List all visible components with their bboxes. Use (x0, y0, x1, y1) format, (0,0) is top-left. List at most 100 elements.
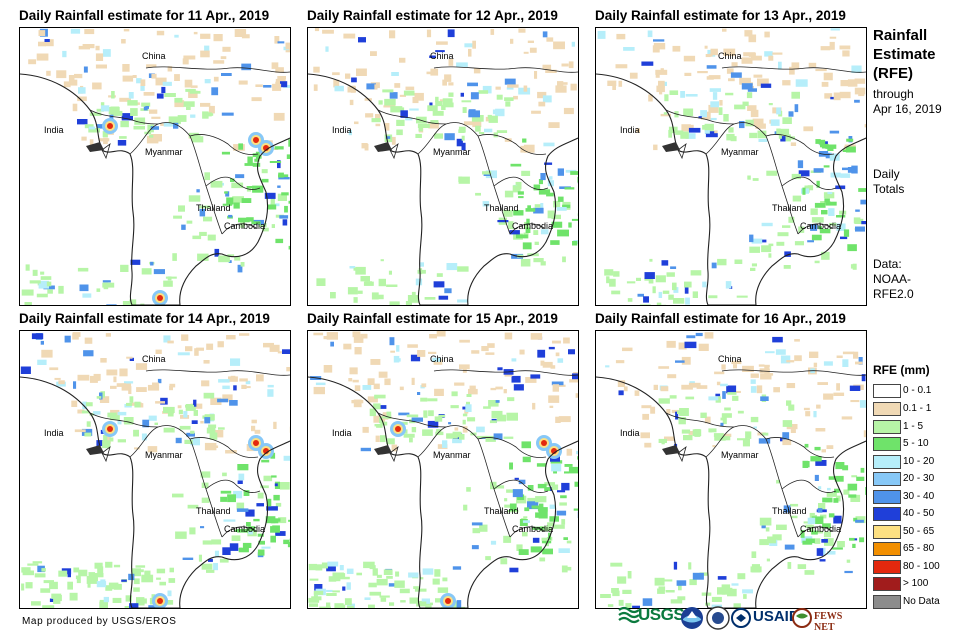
title-line-1: Rainfall (873, 27, 928, 44)
panel-title: Daily Rainfall estimate for 13 Apr., 201… (595, 8, 846, 23)
legend-item: 0.1 - 1 (873, 402, 965, 417)
legend-swatch (873, 542, 901, 556)
data-line-1: Data: (873, 257, 902, 271)
legend-swatch (873, 507, 901, 521)
data-line-3: RFE2.0 (873, 287, 914, 301)
panel-apr-15: Daily Rainfall estimate for 15 Apr., 201… (307, 309, 597, 609)
noaa-seal-icon (681, 607, 703, 629)
rainfall-map: China India Myanmar Thailand Cambodia (19, 27, 291, 306)
map-label-myanmar: Myanmar (145, 147, 183, 157)
legend-label: 0.1 - 1 (903, 403, 932, 414)
map-label-thailand: Thailand (484, 203, 519, 213)
map-label-cambodia: Cambodia (512, 524, 554, 534)
through-label: through (873, 87, 914, 101)
legend-swatch (873, 402, 901, 416)
legend-label: 10 - 20 (903, 456, 935, 467)
legend-item: 1 - 5 (873, 420, 965, 435)
map-label-cambodia: Cambodia (224, 221, 266, 231)
usgs-wordmark: USGS (638, 605, 685, 624)
legend-label: 65 - 80 (903, 543, 935, 554)
sidebar-title: Rainfall Estimate (RFE) (873, 26, 963, 83)
title-line-2: Estimate (873, 46, 936, 63)
map-label-myanmar: Myanmar (433, 147, 471, 157)
map-label-china: China (430, 51, 454, 61)
rainfall-map: China India Myanmar Thailand Cambodia (307, 330, 579, 609)
legend-item: 5 - 10 (873, 437, 965, 452)
map-label-india: India (332, 428, 352, 438)
usaid-wordmark: USAID (753, 608, 800, 625)
map-label-thailand: Thailand (196, 203, 231, 213)
legend-item: No Data (873, 595, 965, 610)
legend-swatch (873, 437, 901, 451)
panel-apr-13: Daily Rainfall estimate for 13 Apr., 201… (595, 6, 885, 306)
panel-apr-12: Daily Rainfall estimate for 12 Apr., 201… (307, 6, 597, 306)
legend-swatch (873, 490, 901, 504)
map-label-thailand: Thailand (484, 506, 519, 516)
legend-item: 80 - 100 (873, 560, 965, 575)
map-canvas (596, 28, 866, 305)
panel-title: Daily Rainfall estimate for 16 Apr., 201… (595, 311, 846, 326)
map-label-cambodia: Cambodia (224, 524, 266, 534)
map-label-india: India (44, 125, 64, 135)
totals-line-2: Totals (873, 182, 905, 196)
legend-title: RFE (mm) (873, 363, 930, 377)
title-line-3: (RFE) (873, 65, 913, 82)
map-label-china: China (430, 354, 454, 364)
legend-item: 65 - 80 (873, 542, 965, 557)
legend-item: 50 - 65 (873, 525, 965, 540)
legend-label: 5 - 10 (903, 438, 929, 449)
legend-swatch (873, 384, 901, 398)
legend-item: 10 - 20 (873, 455, 965, 470)
legend-item: > 100 (873, 577, 965, 592)
usgs-logo: USGS (618, 604, 685, 634)
map-label-india: India (44, 428, 64, 438)
usgs-mark-icon (618, 606, 640, 624)
totals-line-1: Daily (873, 167, 900, 181)
map-label-cambodia: Cambodia (512, 221, 554, 231)
map-canvas (308, 28, 578, 305)
fewsnet-logo: FEWS NET (792, 604, 862, 634)
map-label-china: China (142, 51, 166, 61)
footer-credit: Map produced by USGS/EROS (22, 616, 177, 627)
map-label-india: India (620, 428, 640, 438)
map-label-cambodia: Cambodia (800, 524, 842, 534)
legend-item: 20 - 30 (873, 472, 965, 487)
legend-swatch (873, 560, 901, 574)
map-label-india: India (620, 125, 640, 135)
legend-swatch (873, 577, 901, 591)
legend-label: 50 - 65 (903, 526, 935, 537)
legend-item: 40 - 50 (873, 507, 965, 522)
map-canvas (308, 331, 578, 608)
rainfall-map: China India Myanmar Thailand Cambodia (595, 27, 867, 306)
map-label-china: China (142, 354, 166, 364)
panel-title: Daily Rainfall estimate for 15 Apr., 201… (307, 311, 558, 326)
legend-swatch (873, 472, 901, 486)
rainfall-map: China India Myanmar Thailand Cambodia (19, 330, 291, 609)
map-label-myanmar: Myanmar (145, 450, 183, 460)
panel-title: Daily Rainfall estimate for 11 Apr., 201… (19, 8, 270, 23)
fewsnet-globe-icon (792, 608, 812, 628)
usaid-seal-icon (731, 608, 751, 628)
map-label-india: India (332, 125, 352, 135)
through-value: Apr 16, 2019 (873, 102, 942, 116)
map-label-thailand: Thailand (772, 203, 807, 213)
map-label-china: China (718, 51, 742, 61)
noaa-logo (680, 604, 704, 634)
legend-label: 0 - 0.1 (903, 385, 932, 396)
rainfall-map: China India Myanmar Thailand Cambodia (307, 27, 579, 306)
map-canvas (20, 28, 290, 305)
map-canvas (596, 331, 866, 608)
map-label-thailand: Thailand (196, 506, 231, 516)
legend-item: 30 - 40 (873, 490, 965, 505)
legend-swatch (873, 420, 901, 434)
legend-label: 1 - 5 (903, 421, 924, 432)
map-label-china: China (718, 354, 742, 364)
fewsnet-wordmark: FEWS NET (814, 611, 843, 633)
agency-logos: USGS USAID FEWS NET (618, 604, 863, 634)
map-canvas (20, 332, 290, 608)
legend-swatch (873, 595, 901, 609)
doi-seal-icon (706, 606, 730, 630)
panel-title: Daily Rainfall estimate for 12 Apr., 201… (307, 8, 558, 23)
legend-swatch (873, 525, 901, 539)
legend-label: 20 - 30 (903, 473, 935, 484)
